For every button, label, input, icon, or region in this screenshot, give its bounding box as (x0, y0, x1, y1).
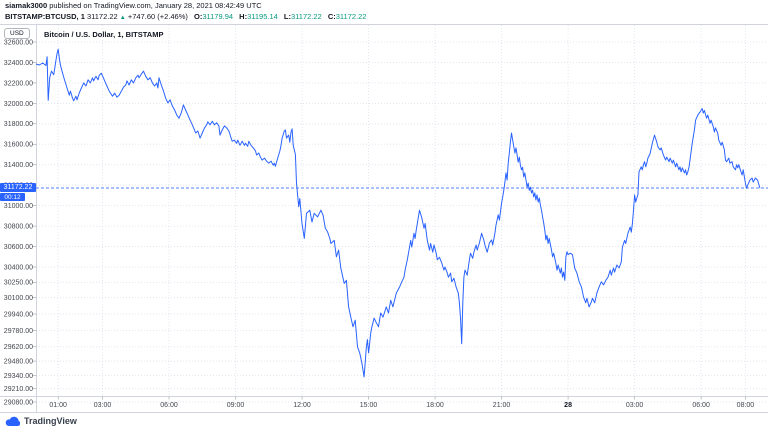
tradingview-logo-text: TradingView (24, 416, 77, 426)
svg-text:03:00: 03:00 (94, 402, 112, 409)
svg-text:31600.00: 31600.00 (4, 142, 33, 149)
publish-line: siamak3000 published on TradingView.com,… (5, 1, 765, 11)
svg-text:06:00: 06:00 (160, 402, 178, 409)
current-price-label: 31172.22 00:12 (0, 183, 36, 202)
symbol-name: BITSTAMP:BTCUSD, 1 (5, 12, 85, 21)
svg-text:32600.00: 32600.00 (4, 39, 33, 46)
svg-text:29940.00: 29940.00 (4, 311, 33, 318)
open-label: O: (193, 12, 203, 21)
bar-countdown: 00:12 (0, 193, 25, 202)
publish-info: published on TradingView.com, January 28… (47, 1, 262, 10)
svg-text:29340.00: 29340.00 (4, 373, 33, 380)
svg-text:30250.00: 30250.00 (4, 280, 33, 287)
svg-text:32200.00: 32200.00 (4, 80, 33, 87)
svg-text:30600.00: 30600.00 (4, 244, 33, 251)
time-scale[interactable]: 01:00 03:00 06:00 09:00 12:00 15:00 18:00 21:00… (49, 396, 755, 410)
price-series-line (35, 48, 761, 378)
svg-text:29480.00: 29480.00 (4, 358, 33, 365)
svg-text:28: 28 (564, 402, 572, 409)
currency-usd-button[interactable]: USD (4, 28, 30, 39)
tradingview-cloud-icon (5, 416, 20, 427)
close-value: 31172.22 (335, 12, 367, 21)
up-arrow-icon: ▲ (119, 15, 126, 21)
axis-borders (0, 24, 768, 413)
current-price-value: 31172.22 (0, 183, 36, 193)
svg-text:30100.00: 30100.00 (4, 295, 33, 302)
svg-text:30800.00: 30800.00 (4, 223, 33, 230)
last-price: 31172.22 (86, 12, 118, 21)
svg-text:30400.00: 30400.00 (4, 264, 33, 271)
svg-text:09:00: 09:00 (227, 402, 245, 409)
high-value: 31195.14 (247, 12, 278, 21)
svg-text:31400.00: 31400.00 (4, 162, 33, 169)
svg-text:15:00: 15:00 (360, 402, 378, 409)
tradingview-logo[interactable]: TradingView (5, 415, 77, 427)
svg-text:32000.00: 32000.00 (4, 101, 33, 108)
svg-text:01:00: 01:00 (49, 402, 67, 409)
svg-text:29780.00: 29780.00 (4, 328, 33, 335)
grid-lines (36, 25, 768, 403)
svg-text:06:00: 06:00 (692, 402, 710, 409)
svg-text:21:00: 21:00 (493, 402, 511, 409)
svg-text:03:00: 03:00 (626, 402, 644, 409)
chart-legend-title[interactable]: Bitcoin / U.S. Dollar, 1, BITSTAMP (44, 30, 164, 39)
svg-text:29210.00: 29210.00 (4, 386, 33, 393)
svg-text:08:00: 08:00 (737, 402, 755, 409)
open-value: 31179.94 (202, 12, 234, 21)
price-scale[interactable]: 32600.00 32400.00 32200.00 32000.00 31800.00… (4, 39, 37, 406)
svg-text:31000.00: 31000.00 (4, 203, 33, 210)
snapshot-header: siamak3000 published on TradingView.com,… (5, 1, 765, 23)
low-label: L: (283, 12, 291, 21)
svg-text:29620.00: 29620.00 (4, 344, 33, 351)
high-label: H: (239, 12, 248, 21)
svg-text:18:00: 18:00 (426, 402, 444, 409)
svg-text:29080.00: 29080.00 (4, 399, 33, 406)
low-value: 31172.22 (291, 12, 322, 21)
symbol-line: BITSTAMP:BTCUSD, 1 31172.22 ▲ +747.60 (+… (5, 12, 765, 23)
username: siamak3000 (5, 1, 48, 10)
price-change: +747.60 (+2.46%) (127, 12, 188, 21)
svg-text:31800.00: 31800.00 (4, 121, 33, 128)
svg-text:12:00: 12:00 (293, 402, 311, 409)
close-label: C: (327, 12, 336, 21)
svg-text:32400.00: 32400.00 (4, 60, 33, 67)
